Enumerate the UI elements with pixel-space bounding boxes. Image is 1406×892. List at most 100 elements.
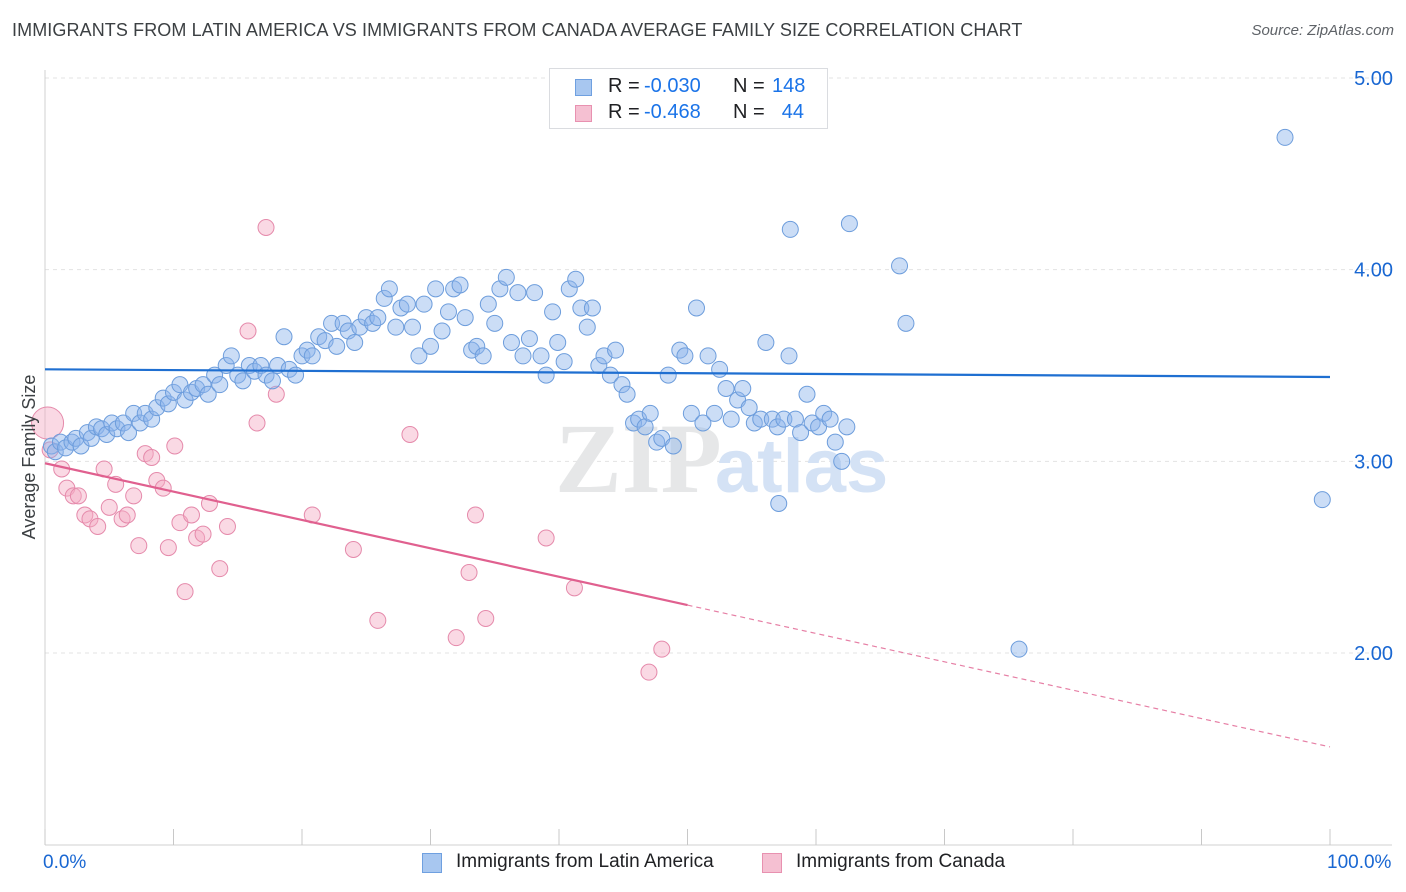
point-latin-america (572, 299, 590, 317)
point-latin-america (287, 366, 305, 384)
x-axis-max-label: 100.0% (1327, 852, 1392, 873)
point-latin-america (509, 284, 527, 302)
point-latin-america (263, 372, 281, 390)
point-canada (89, 518, 107, 535)
point-latin-america (583, 299, 601, 317)
y-tick-label: 3.00 (1354, 451, 1393, 473)
point-latin-america (601, 366, 619, 384)
point-latin-america (826, 433, 844, 451)
point-latin-america (456, 309, 474, 327)
trend-line-latin-america (44, 368, 1331, 379)
point-latin-america (199, 385, 217, 403)
y-tick-labels: 2.00 3.00 4.00 5.00 (1354, 68, 1393, 665)
point-latin-america (717, 380, 735, 397)
point-latin-america (422, 337, 439, 355)
point-latin-america (280, 360, 298, 378)
legend-r-value: -0.468 (644, 101, 701, 123)
point-latin-america (897, 314, 915, 332)
point-canada (125, 487, 143, 505)
point-latin-america (433, 322, 451, 340)
point-latin-america (194, 376, 212, 394)
legend-n-label: N = (733, 101, 765, 123)
legend-r-label: R = (608, 101, 640, 123)
point-latin-america (497, 268, 515, 286)
point-latin-america (757, 334, 775, 351)
point-latin-america (404, 318, 422, 336)
point-latin-america (676, 347, 694, 365)
point-latin-america (479, 295, 497, 313)
chart-title: IMMIGRANTS FROM LATIN AMERICA VS IMMIGRA… (12, 20, 1023, 40)
point-latin-america (705, 404, 723, 422)
point-latin-america (46, 443, 64, 461)
point-latin-america (770, 495, 788, 512)
point-canada (466, 506, 484, 524)
point-canada (211, 560, 229, 578)
legend-row-canada: R = -0.468 N = 44 (550, 101, 827, 127)
point-canada (401, 426, 419, 443)
legend: R = -0.030 N = 148 R = -0.468 N = 44 (549, 68, 828, 129)
point-latin-america (351, 318, 369, 336)
bottom-legend-label: Immigrants from Latin America (456, 851, 714, 872)
point-latin-america (664, 437, 682, 455)
point-canada (130, 537, 148, 555)
trend-line-canada-extrapolated (687, 604, 1331, 748)
point-latin-america (125, 404, 143, 422)
point-latin-america (641, 404, 659, 422)
point-latin-america (1010, 640, 1028, 658)
point-latin-america (234, 372, 252, 390)
point-canada (653, 640, 671, 658)
point-latin-america (549, 334, 567, 351)
legend-swatch-pink (575, 105, 592, 122)
point-latin-america (375, 289, 393, 307)
legend-n-label: N = (733, 75, 765, 97)
point-canada (477, 610, 495, 627)
point-latin-america (618, 385, 636, 403)
point-canada (239, 322, 257, 340)
point-latin-america (775, 410, 793, 428)
y-tick-label: 5.00 (1354, 68, 1393, 90)
point-latin-america (357, 309, 375, 327)
point-canada (69, 487, 87, 505)
trend-lines (44, 368, 1331, 748)
point-latin-america (636, 418, 654, 436)
point-canada (344, 541, 362, 558)
point-canada (640, 663, 658, 681)
y-axis-label: Average Family Size (19, 375, 39, 540)
legend-swatch-blue (575, 79, 592, 96)
x-axis-min-label: 0.0% (43, 852, 87, 873)
point-latin-america (439, 303, 457, 321)
point-latin-america (486, 314, 504, 332)
point-canada (194, 525, 212, 543)
y-tick-label: 4.00 (1354, 260, 1393, 282)
point-canada (166, 437, 184, 455)
point-latin-america (687, 299, 705, 317)
point-latin-america (578, 318, 596, 336)
point-latin-america (211, 376, 229, 394)
point-latin-america (537, 366, 555, 384)
point-canada (267, 385, 285, 403)
watermark-atlas: atlas (715, 424, 888, 509)
legend-r-value: -0.030 (644, 75, 701, 97)
point-latin-america (275, 328, 293, 346)
point-latin-america (520, 330, 538, 348)
point-latin-america (427, 280, 445, 298)
point-latin-america (410, 347, 428, 365)
point-canada (100, 498, 118, 516)
point-canada (182, 506, 200, 524)
point-latin-america (694, 414, 712, 432)
legend-row-latin-america: R = -0.030 N = 148 (550, 75, 827, 101)
point-latin-america (833, 452, 851, 470)
point-canada (64, 487, 82, 505)
point-latin-america (398, 295, 416, 313)
bottom-legend-swatch-blue (422, 853, 442, 873)
axes (44, 70, 1392, 846)
point-latin-america (328, 337, 346, 355)
legend-n-value: 148 (772, 75, 806, 97)
trend-line-canada (44, 462, 688, 607)
point-latin-america (780, 347, 798, 365)
point-latin-america (303, 347, 321, 365)
point-canada (143, 449, 161, 466)
point-canada (218, 518, 236, 535)
point-latin-america (451, 276, 469, 294)
